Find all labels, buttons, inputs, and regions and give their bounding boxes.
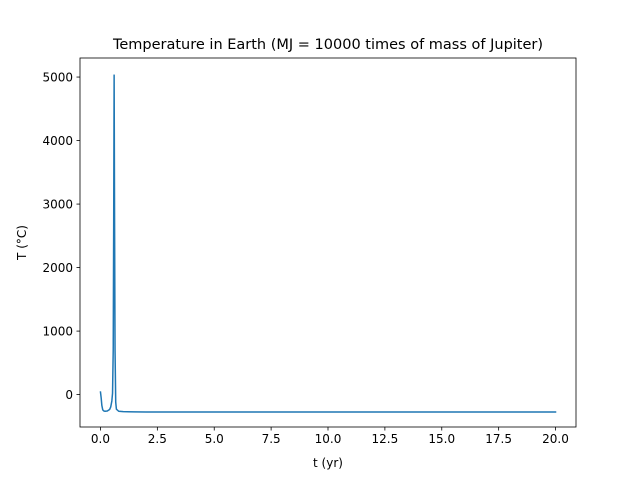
x-axis-label: t (yr) [313, 456, 343, 470]
x-tick-label: 20.0 [542, 432, 569, 446]
x-tick-label: 10.0 [315, 432, 342, 446]
x-tick-label: 12.5 [372, 432, 399, 446]
y-tick-label: 1000 [42, 324, 73, 338]
y-tick-label: 0 [65, 388, 73, 402]
plot-area-frame [79, 57, 577, 428]
x-tick-label: 15.0 [428, 432, 455, 446]
y-axis-label: T (°C) [15, 225, 29, 261]
y-tick-label: 3000 [42, 197, 73, 211]
series-layer [99, 74, 557, 413]
x-tick-label: 17.5 [485, 432, 512, 446]
y-tick-label: 4000 [42, 134, 73, 148]
x-tick-label: 5.0 [205, 432, 224, 446]
y-tick-label: 2000 [42, 261, 73, 275]
temperature-series-line [99, 74, 557, 413]
x-tick-label: 7.5 [262, 432, 281, 446]
x-axis-ticks: 0.0 2.5 5.0 7.5 10.0 12.5 15.0 17.5 20.0 [91, 427, 569, 446]
y-axis-ticks: 0 1000 2000 3000 4000 5000 [42, 70, 80, 402]
chart-title: Temperature in Earth (MJ = 10000 times o… [112, 37, 543, 53]
y-tick-label: 5000 [42, 70, 73, 84]
x-tick-label: 2.5 [148, 432, 167, 446]
x-tick-label: 0.0 [91, 432, 110, 446]
